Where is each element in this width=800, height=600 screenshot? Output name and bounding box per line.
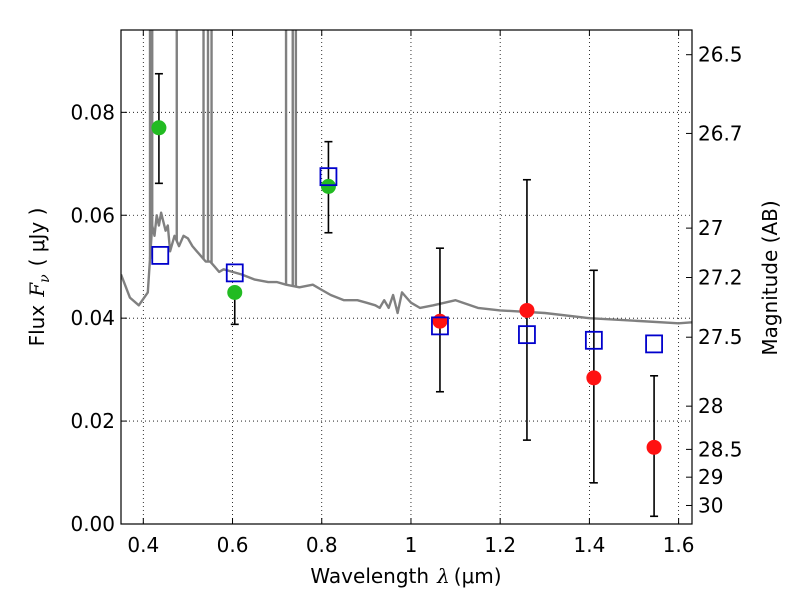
y2-tick-label: 30 [698, 493, 723, 517]
plot-frame [120, 29, 693, 525]
model-point-square [645, 334, 663, 354]
x-axis-label: Wavelength λ (μm) [310, 564, 501, 588]
x-tick-label: 1.2 [484, 533, 516, 557]
axis-ticks: 0.4 0.6 0.8 1 1.2 1.4 1.6 0.00 0.02 0.04 0.06 0.08 2… [70, 30, 743, 557]
y-tick-label: 0.00 [70, 512, 115, 536]
x-tick-label: 0.4 [127, 533, 159, 557]
y2-tick-label: 29 [698, 465, 723, 489]
x-tick-label: 1 [405, 533, 418, 557]
x-tick-label: 1.4 [573, 533, 605, 557]
y2-axis-label: Magnitude (AB) [758, 200, 782, 355]
spectrum-line [121, 211, 692, 325]
data-point-circle [519, 302, 535, 318]
y2-tick-label: 26.5 [698, 43, 743, 67]
data-point-circle [586, 370, 602, 386]
y-tick-label: 0.02 [70, 409, 115, 433]
y2-tick-label: 28.5 [698, 437, 743, 461]
data-point-circle [646, 439, 662, 455]
x-tick-label: 0.6 [217, 533, 249, 557]
data-markers [151, 120, 663, 455]
data-point-circle [151, 120, 167, 136]
model-point-square [518, 325, 536, 345]
x-tick-label: 1.6 [663, 533, 695, 557]
model-point-square [319, 167, 338, 187]
y2-tick-label: 28 [698, 394, 723, 418]
y-axis-label: FluxFν( μJy ) [25, 208, 53, 347]
y2-tick-label: 27.2 [698, 266, 743, 290]
model-point-square [225, 263, 244, 283]
data-point-circle [320, 178, 336, 194]
y2-tick-label: 27.5 [698, 325, 743, 349]
model-point-square [431, 316, 449, 336]
y-tick-label: 0.04 [70, 306, 115, 330]
y-tick-label: 0.06 [70, 203, 115, 227]
model-point-square [151, 245, 170, 265]
x-tick-label: 0.8 [306, 533, 338, 557]
data-point-circle [227, 284, 243, 300]
data-point-circle [432, 313, 448, 329]
y2-tick-label: 27 [698, 216, 723, 240]
y-tick-label: 0.08 [70, 100, 115, 124]
model-point-square [584, 330, 603, 350]
y2-tick-label: 26.7 [698, 121, 743, 145]
